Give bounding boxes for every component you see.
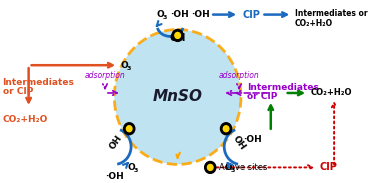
Text: or CIP: or CIP — [248, 92, 278, 101]
Text: ·OH: ·OH — [243, 135, 262, 144]
Text: OH: OH — [231, 134, 247, 152]
Text: O: O — [127, 163, 135, 172]
Text: Active sites: Active sites — [218, 163, 267, 172]
Text: ·OH: ·OH — [192, 10, 211, 19]
Circle shape — [124, 123, 135, 135]
Circle shape — [208, 165, 213, 170]
Text: OH: OH — [169, 33, 186, 43]
Text: or CIP: or CIP — [3, 87, 33, 96]
Text: O: O — [224, 163, 232, 172]
Circle shape — [204, 161, 216, 173]
Ellipse shape — [114, 29, 241, 165]
Text: 3: 3 — [127, 66, 132, 71]
Text: 3: 3 — [163, 15, 167, 20]
Text: O: O — [156, 10, 164, 19]
Text: CIP: CIP — [319, 163, 337, 172]
Circle shape — [172, 29, 183, 41]
Text: 3: 3 — [133, 168, 138, 173]
Text: Intermediates or: Intermediates or — [295, 9, 368, 18]
Text: adsorption: adsorption — [219, 71, 259, 80]
Text: CO₂+H₂O: CO₂+H₂O — [311, 89, 352, 98]
Text: CO₂+H₂O: CO₂+H₂O — [295, 19, 333, 28]
Text: CIP: CIP — [243, 10, 261, 20]
Circle shape — [126, 126, 132, 132]
Text: ·OH: ·OH — [170, 10, 189, 19]
Circle shape — [220, 123, 232, 135]
Text: ·OH: ·OH — [105, 172, 124, 181]
Text: CO₂+H₂O: CO₂+H₂O — [3, 115, 48, 124]
Text: MnSO: MnSO — [153, 89, 203, 104]
Circle shape — [223, 126, 229, 132]
Text: O: O — [121, 61, 129, 70]
Text: Intermediates: Intermediates — [248, 83, 319, 92]
Circle shape — [175, 32, 180, 38]
Text: OH: OH — [108, 134, 124, 152]
Text: adsorption: adsorption — [85, 71, 125, 80]
Text: 3: 3 — [231, 168, 235, 173]
Text: Intermediates: Intermediates — [3, 78, 74, 87]
